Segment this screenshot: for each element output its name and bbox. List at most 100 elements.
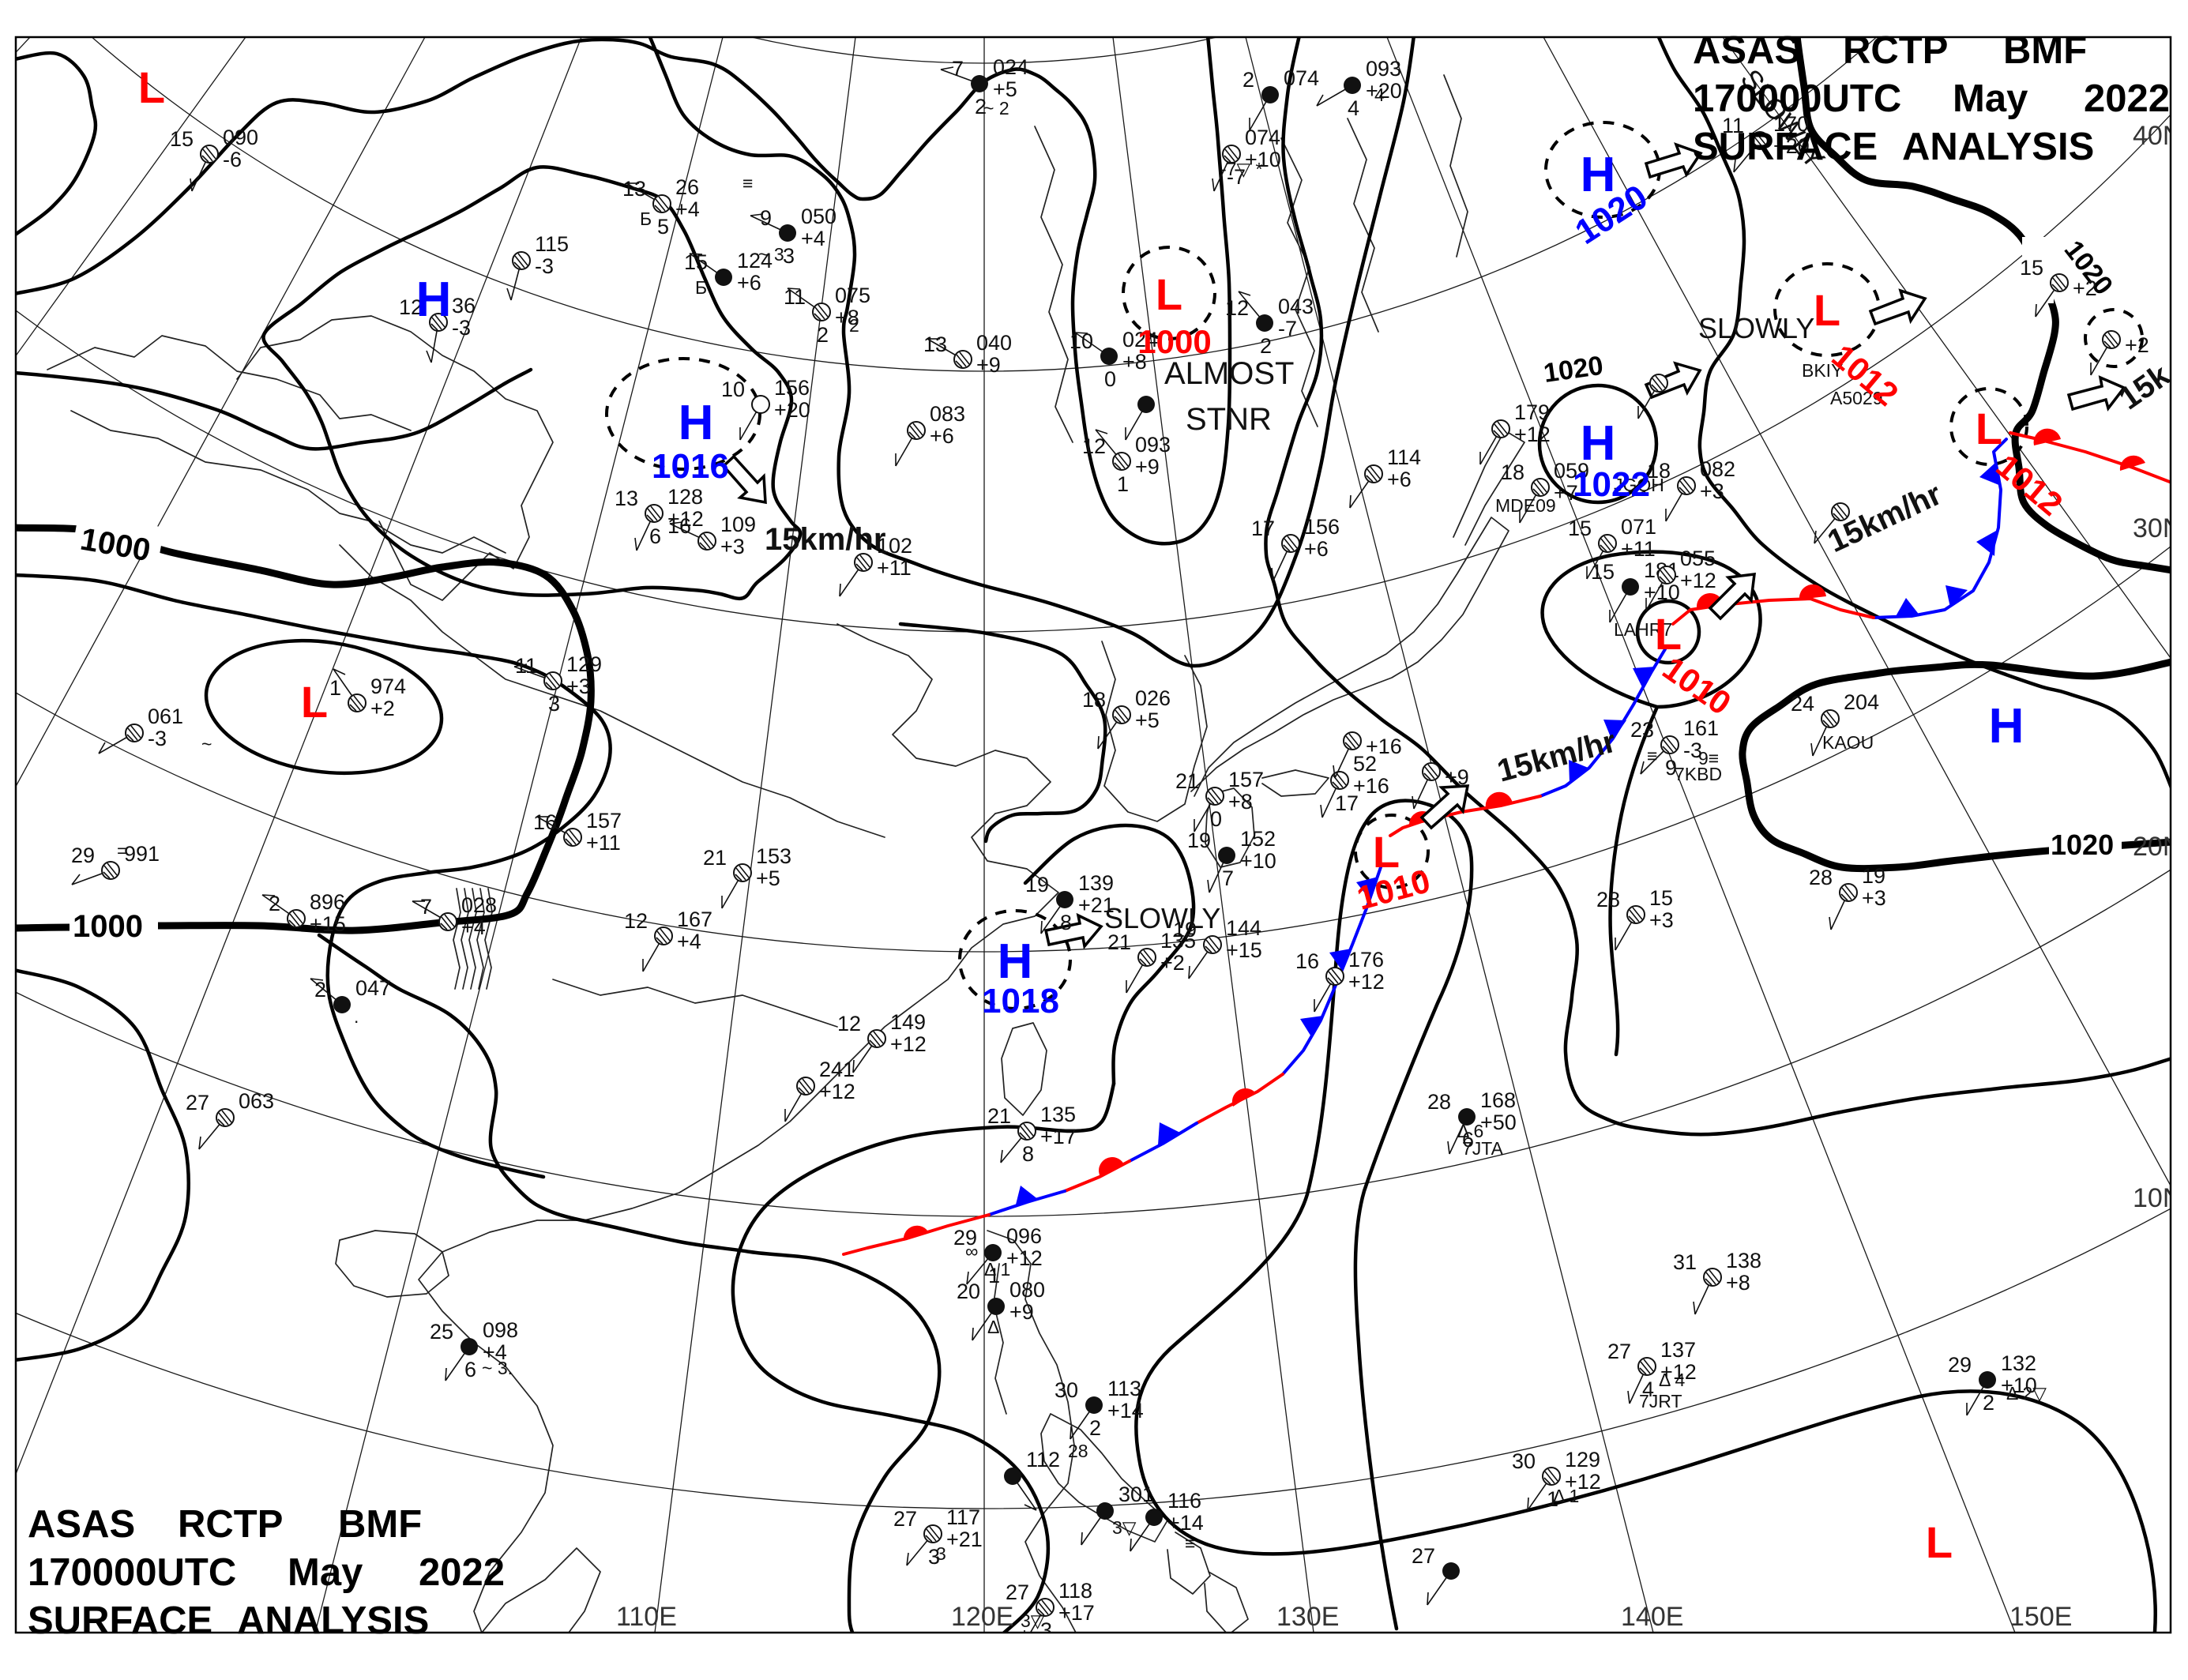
svg-text:2: 2 bbox=[1260, 334, 1272, 358]
svg-text:024: 024 bbox=[993, 55, 1028, 79]
svg-text:19: 19 bbox=[1187, 829, 1211, 852]
svg-text:+4: +4 bbox=[677, 930, 701, 953]
svg-text:18: 18 bbox=[1082, 688, 1106, 712]
svg-text:135: 135 bbox=[1040, 1103, 1076, 1126]
svg-text:+21: +21 bbox=[1078, 893, 1115, 917]
svg-text:21: 21 bbox=[987, 1104, 1011, 1128]
svg-text:21: 21 bbox=[703, 846, 727, 870]
svg-text:30N: 30N bbox=[2133, 513, 2182, 543]
svg-text:SLOWLY: SLOWLY bbox=[1104, 902, 1220, 934]
svg-text:19: 19 bbox=[1862, 864, 1885, 888]
svg-text:1: 1 bbox=[329, 676, 341, 700]
svg-text:Δ 4: Δ 4 bbox=[1659, 1370, 1685, 1390]
svg-text:3▽: 3▽ bbox=[1021, 1610, 1045, 1631]
svg-text:29: 29 bbox=[1948, 1353, 1972, 1377]
svg-text:SURFACE: SURFACE bbox=[1693, 126, 1878, 168]
svg-text:18: 18 bbox=[1647, 459, 1671, 483]
svg-text:18: 18 bbox=[1501, 460, 1524, 484]
svg-text:9: 9 bbox=[760, 206, 772, 230]
svg-text:STNR: STNR bbox=[1186, 402, 1272, 437]
svg-text:1016: 1016 bbox=[652, 447, 729, 486]
svg-text:JGQH: JGQH bbox=[1614, 475, 1664, 495]
svg-text:110E: 110E bbox=[616, 1602, 677, 1632]
svg-text:+10: +10 bbox=[1240, 849, 1276, 873]
svg-text:Δ 2▽: Δ 2▽ bbox=[2006, 1383, 2047, 1404]
svg-text:16: 16 bbox=[533, 810, 557, 834]
svg-text:140E: 140E bbox=[1621, 1602, 1683, 1632]
svg-text:+3: +3 bbox=[1700, 479, 1724, 503]
svg-text:3: 3 bbox=[783, 244, 795, 268]
svg-text:168: 168 bbox=[1480, 1088, 1516, 1112]
svg-text:≡: ≡ bbox=[1647, 746, 1657, 766]
svg-text:BKIY: BKIY bbox=[1802, 360, 1843, 381]
svg-text:+15: +15 bbox=[1226, 938, 1262, 962]
svg-text:991: 991 bbox=[124, 842, 160, 866]
svg-text:15: 15 bbox=[1649, 886, 1673, 910]
svg-text:090: 090 bbox=[223, 126, 258, 149]
svg-text:Δ 1: Δ 1 bbox=[984, 1259, 1010, 1280]
svg-text:135: 135 bbox=[1160, 929, 1196, 953]
svg-text:+12: +12 bbox=[667, 507, 704, 531]
svg-text:102: 102 bbox=[877, 534, 912, 558]
svg-text:129: 129 bbox=[566, 652, 602, 676]
svg-text:27: 27 bbox=[893, 1507, 917, 1531]
svg-text:+17: +17 bbox=[1058, 1601, 1095, 1625]
svg-text:Δ 1: Δ 1 bbox=[1553, 1486, 1579, 1506]
svg-text:+8: +8 bbox=[835, 306, 859, 329]
svg-text:204: 204 bbox=[1844, 690, 1879, 714]
svg-text:+5: +5 bbox=[993, 77, 1017, 101]
svg-text:+12: +12 bbox=[1565, 1470, 1601, 1494]
svg-text:124: 124 bbox=[737, 249, 773, 272]
svg-text:30: 30 bbox=[1512, 1449, 1536, 1473]
svg-text:074: 074 bbox=[1245, 126, 1280, 149]
svg-text:H: H bbox=[1581, 148, 1616, 202]
svg-text:+3: +3 bbox=[1862, 886, 1886, 910]
svg-text:7JTA: 7JTA bbox=[1462, 1138, 1504, 1159]
svg-text:+7: +7 bbox=[1554, 481, 1578, 505]
svg-text:10: 10 bbox=[721, 378, 745, 401]
svg-text:+9: +9 bbox=[976, 353, 1001, 377]
svg-text:+12: +12 bbox=[1006, 1246, 1043, 1270]
svg-text:+8: +8 bbox=[1726, 1271, 1750, 1295]
svg-text:30: 30 bbox=[1055, 1378, 1078, 1402]
svg-text:3▽: 3▽ bbox=[1112, 1517, 1137, 1538]
svg-text:L: L bbox=[1814, 285, 1840, 335]
svg-text:26: 26 bbox=[675, 175, 699, 199]
svg-text:LAHR7: LAHR7 bbox=[1614, 619, 1672, 640]
svg-text:+11: +11 bbox=[586, 831, 621, 855]
svg-text:128: 128 bbox=[667, 485, 703, 509]
svg-text:13: 13 bbox=[923, 333, 947, 356]
svg-text:4: 4 bbox=[1348, 96, 1359, 120]
svg-text:15: 15 bbox=[684, 250, 708, 274]
svg-text:083: 083 bbox=[930, 402, 965, 426]
svg-text:2: 2 bbox=[817, 323, 829, 347]
svg-text:12: 12 bbox=[624, 909, 648, 933]
svg-text:028: 028 bbox=[461, 893, 497, 917]
svg-text:H: H bbox=[998, 934, 1033, 989]
svg-text:1000: 1000 bbox=[1137, 323, 1211, 360]
svg-text:118: 118 bbox=[1058, 1579, 1092, 1603]
svg-text:+16: +16 bbox=[1366, 735, 1402, 758]
svg-text:1: 1 bbox=[988, 1264, 1000, 1287]
svg-text:+2: +2 bbox=[1160, 951, 1185, 975]
svg-text:+8: +8 bbox=[1122, 350, 1147, 374]
svg-text:ASAS: ASAS bbox=[28, 1503, 135, 1546]
svg-text:Δ: Δ bbox=[987, 1317, 999, 1337]
svg-text:L: L bbox=[1976, 404, 2002, 453]
svg-text:+10: +10 bbox=[2001, 1374, 2037, 1397]
svg-text:+3: +3 bbox=[720, 535, 745, 558]
svg-text:082: 082 bbox=[1700, 457, 1735, 481]
svg-text:109: 109 bbox=[720, 513, 756, 536]
svg-text:+9: +9 bbox=[1135, 455, 1160, 479]
svg-text:+14: +14 bbox=[1167, 1511, 1204, 1535]
svg-text:H: H bbox=[1989, 699, 2024, 754]
svg-text:ANALYSIS: ANALYSIS bbox=[237, 1599, 429, 1642]
svg-text:2: 2 bbox=[975, 95, 987, 118]
svg-text:047: 047 bbox=[355, 976, 391, 1000]
svg-text:~ 3.: ~ 3. bbox=[482, 1358, 513, 1378]
svg-text:137: 137 bbox=[1660, 1338, 1696, 1362]
svg-text:H: H bbox=[679, 396, 714, 450]
svg-text:12: 12 bbox=[1082, 434, 1106, 458]
svg-text:27: 27 bbox=[1006, 1580, 1029, 1604]
svg-text:28: 28 bbox=[1596, 888, 1620, 911]
